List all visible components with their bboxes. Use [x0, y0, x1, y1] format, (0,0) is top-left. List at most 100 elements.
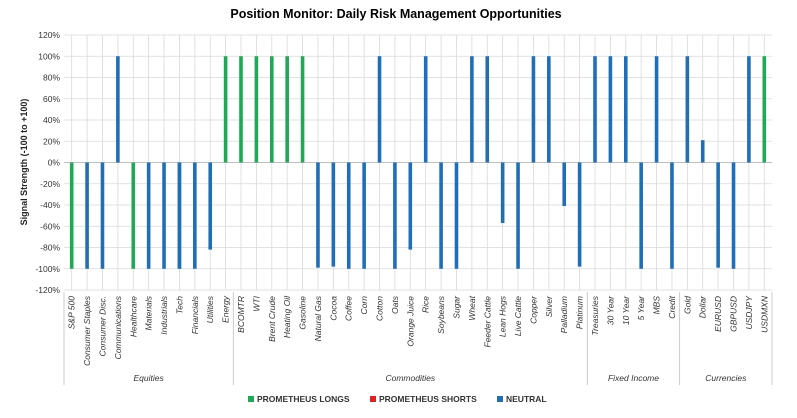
x-tick-label: Oats	[390, 295, 400, 314]
bar	[747, 56, 751, 163]
y-tick-label: -40%	[40, 200, 60, 210]
group-label: Commodities	[385, 373, 435, 383]
bars	[69, 56, 767, 269]
x-tick-label: Gasoline	[298, 296, 308, 330]
x-tick-label: Wheat	[467, 295, 477, 320]
bar	[100, 162, 105, 269]
x-tick-label: Sugar	[451, 295, 461, 319]
x-tick-label: BCOMTR	[236, 296, 246, 333]
bar	[454, 162, 459, 269]
y-tick-label: 80%	[43, 73, 60, 83]
bar	[300, 56, 305, 163]
bar	[547, 56, 551, 163]
bar	[331, 162, 336, 267]
x-tick-label: Lean Hogs	[498, 295, 508, 337]
bar	[85, 162, 89, 269]
bar	[223, 56, 228, 163]
bar	[69, 162, 74, 269]
bar	[700, 140, 705, 163]
gridlines	[64, 34, 772, 291]
y-tick-label: -20%	[40, 179, 60, 189]
y-tick-label: -100%	[35, 264, 60, 274]
x-tick-label: Copper	[528, 295, 538, 324]
x-tick-label: Dollar	[698, 295, 708, 318]
bar	[193, 162, 197, 269]
bar	[685, 56, 690, 163]
bar	[470, 56, 474, 163]
bar	[346, 162, 351, 269]
y-tick-label: 40%	[43, 115, 60, 125]
x-tick-label: S&P 500	[67, 296, 77, 330]
bar	[177, 162, 182, 269]
legend-label: PROMETHEUS LONGS	[257, 394, 350, 404]
x-tick-label: Energy	[221, 295, 231, 323]
x-tick-label: Live Cattle	[513, 296, 523, 336]
y-tick-label: 0%	[48, 158, 61, 168]
x-tick-label: Silver	[544, 295, 554, 317]
bar	[239, 56, 243, 163]
y-tick-label: 100%	[38, 51, 60, 61]
x-tick-label: USDJPY	[744, 295, 754, 330]
bar	[639, 162, 643, 269]
bar	[716, 162, 720, 268]
x-tick-label: Tech	[174, 296, 184, 314]
x-tick-label: Communications	[113, 295, 123, 359]
bar	[608, 56, 613, 163]
x-tick-label: Soybeans	[436, 295, 446, 334]
bar	[485, 56, 490, 163]
x-tick-label: Rice	[421, 296, 431, 313]
y-tick-label: -60%	[40, 221, 60, 231]
legend-label: PROMETHEUS SHORTS	[379, 394, 477, 404]
bar	[654, 56, 659, 163]
x-tick-label: Consumer Staples	[82, 295, 92, 366]
x-tick-label: MBS	[652, 296, 662, 315]
x-tick-label: Materials	[144, 295, 154, 330]
y-tick-label: 20%	[43, 136, 60, 146]
x-tick-label: Palladium	[559, 296, 569, 333]
x-tick-label: Brent Crude	[267, 296, 277, 342]
group-label: Currencies	[705, 373, 747, 383]
bar	[116, 56, 120, 163]
x-tick-label: Treasuries	[590, 295, 600, 335]
bar	[208, 162, 213, 250]
bar	[393, 162, 397, 269]
x-tick-label: 30 Year	[605, 295, 615, 325]
x-tick-label: Heating Oil	[282, 295, 292, 338]
x-tick-label: Industrials	[159, 295, 169, 334]
chart-title: Position Monitor: Daily Risk Management …	[230, 7, 561, 21]
x-tick-label: Credit	[667, 295, 677, 318]
x-axis-ticks: S&P 500 Consumer Staples Consumer Disc. Com…	[67, 295, 770, 366]
bar	[670, 162, 674, 269]
x-tick-label: 10 Year	[621, 295, 631, 325]
x-tick-label: Cotton	[375, 296, 385, 321]
x-tick-label: Healthcare	[128, 296, 138, 337]
category-groups: Equities Commodities Fixed Income Currencie…	[63, 292, 773, 385]
bar	[577, 162, 582, 267]
x-tick-label: Platinum	[575, 296, 585, 329]
x-tick-label: Natural Gas	[313, 295, 323, 341]
x-tick-label: Coffee	[344, 296, 354, 321]
x-tick-label: GBPUSD	[729, 296, 739, 332]
x-tick-label: Gold	[682, 296, 692, 314]
x-tick-label: USDMXN	[759, 295, 769, 333]
bar	[531, 56, 536, 163]
x-tick-label: Consumer Disc.	[97, 296, 107, 356]
bar	[516, 162, 520, 269]
bar	[162, 162, 166, 269]
bar	[408, 162, 413, 250]
x-tick-label: Orange Juice	[405, 296, 415, 347]
group-label: Equities	[134, 373, 165, 383]
bar	[254, 56, 259, 163]
legend-swatch	[497, 396, 503, 402]
x-tick-label: Financials	[190, 295, 200, 334]
bar	[423, 56, 428, 163]
bar	[316, 162, 320, 268]
bar	[439, 162, 443, 269]
y-tick-label: 120%	[38, 30, 60, 40]
group-label: Fixed Income	[608, 373, 659, 383]
legend-swatch	[248, 396, 254, 402]
bar	[269, 56, 274, 163]
bar	[593, 56, 597, 163]
x-tick-label: WTI	[251, 295, 261, 311]
